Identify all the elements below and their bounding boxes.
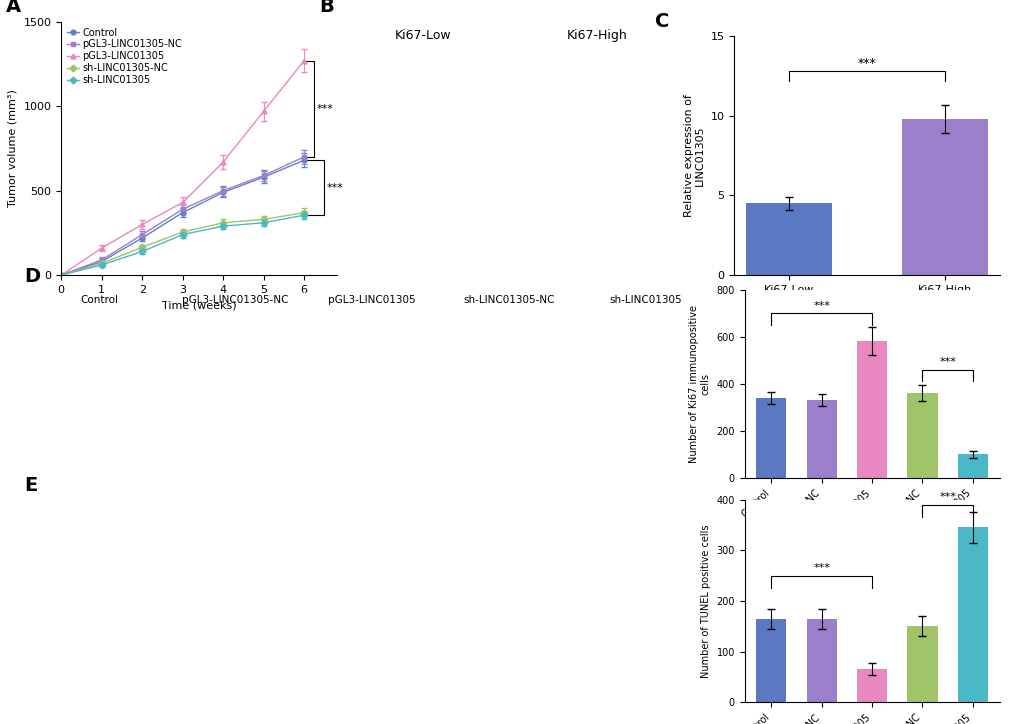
- Text: sh-LINC01305-NC: sh-LINC01305-NC: [463, 505, 554, 515]
- Text: ***: ***: [326, 182, 343, 193]
- Text: E: E: [23, 476, 37, 495]
- Text: Ki67-Low: Ki67-Low: [394, 30, 451, 42]
- Legend: Control, pGL3-LINC01305-NC, pGL3-LINC01305, sh-LINC01305-NC, sh-LINC01305: Control, pGL3-LINC01305-NC, pGL3-LINC013…: [66, 27, 183, 86]
- Bar: [907, 626, 936, 702]
- Text: Ki67-High: Ki67-High: [566, 30, 627, 42]
- Y-axis label: Number of TUNEL positive cells: Number of TUNEL positive cells: [700, 524, 710, 678]
- Bar: [856, 669, 887, 702]
- Text: pGL3-LINC01305-NC: pGL3-LINC01305-NC: [182, 505, 288, 515]
- Text: pGL3-LINC01305: pGL3-LINC01305: [328, 505, 416, 515]
- Y-axis label: Relative expression of
LINC01305: Relative expression of LINC01305: [683, 94, 704, 217]
- Bar: [856, 341, 887, 478]
- X-axis label: Time (weeks): Time (weeks): [161, 300, 236, 311]
- Text: Control: Control: [79, 295, 118, 306]
- Text: Control: Control: [79, 505, 118, 515]
- Bar: [806, 400, 836, 478]
- Text: sh-LINC01305: sh-LINC01305: [608, 295, 682, 306]
- Text: ***: ***: [938, 357, 955, 367]
- Bar: [806, 618, 836, 702]
- Text: ***: ***: [812, 300, 829, 311]
- Text: ***: ***: [316, 104, 333, 114]
- Text: pGL3-LINC01305: pGL3-LINC01305: [328, 295, 416, 306]
- Text: sh-LINC01305: sh-LINC01305: [608, 505, 682, 515]
- Text: A: A: [6, 0, 21, 16]
- Bar: [746, 203, 832, 275]
- Bar: [755, 398, 786, 478]
- Text: ***: ***: [938, 492, 955, 502]
- Y-axis label: Number of Ki67 immunopositive
cells: Number of Ki67 immunopositive cells: [689, 305, 710, 463]
- Text: ***: ***: [857, 56, 875, 70]
- Y-axis label: Tumor volume (mm³): Tumor volume (mm³): [8, 90, 18, 207]
- Text: C: C: [654, 12, 668, 30]
- Text: ***: ***: [812, 563, 829, 573]
- Text: pGL3-LINC01305-NC: pGL3-LINC01305-NC: [182, 295, 288, 306]
- Bar: [957, 455, 987, 478]
- Bar: [901, 119, 986, 275]
- Bar: [957, 527, 987, 702]
- Text: D: D: [23, 267, 40, 286]
- Text: sh-LINC01305-NC: sh-LINC01305-NC: [463, 295, 554, 306]
- Bar: [755, 618, 786, 702]
- Text: B: B: [319, 0, 333, 16]
- Bar: [907, 393, 936, 478]
